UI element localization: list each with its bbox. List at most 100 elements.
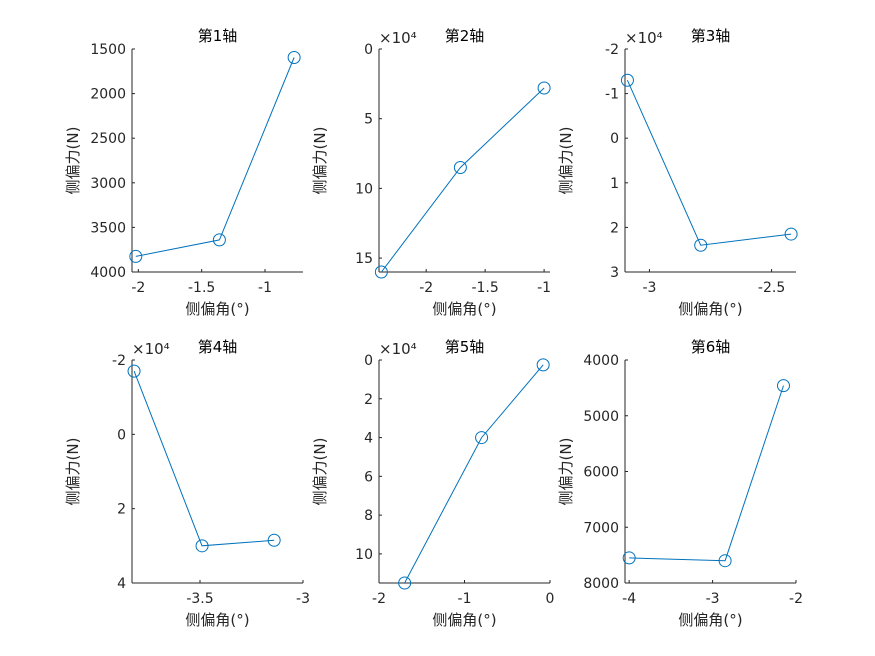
x-tick-label: -2 bbox=[789, 591, 803, 607]
data-point-marker bbox=[129, 249, 143, 263]
x-tick-label: -1 bbox=[458, 591, 472, 607]
chart-title: 第1轴 bbox=[198, 27, 238, 45]
series-line bbox=[629, 385, 784, 562]
x-tick-label: -3 bbox=[706, 591, 720, 607]
y-tick-label: 8000 bbox=[583, 576, 619, 592]
y-tick-label: 3000 bbox=[90, 176, 126, 192]
series-line bbox=[135, 57, 295, 257]
x-axis-label: 侧偏角(°) bbox=[678, 611, 742, 629]
x-axis-label: 侧偏角(°) bbox=[185, 300, 249, 318]
chart-title: 第4轴 bbox=[198, 338, 238, 356]
y-tick-label: 4000 bbox=[583, 353, 619, 369]
y-tick-label: 10 bbox=[355, 547, 373, 563]
data-point-marker bbox=[620, 73, 634, 87]
y-tick-label: 0 bbox=[117, 427, 126, 443]
y-tick-label: 4 bbox=[117, 576, 126, 592]
data-point-marker bbox=[374, 265, 388, 279]
data-point-marker bbox=[784, 227, 798, 241]
y-axis-label: 侧偏力(N) bbox=[64, 127, 82, 195]
data-point-marker bbox=[453, 160, 467, 174]
chart-title: 第6轴 bbox=[691, 338, 731, 356]
data-point-marker bbox=[127, 364, 141, 378]
y-tick-label: 3 bbox=[610, 265, 619, 281]
chart-title: 第3轴 bbox=[691, 27, 731, 45]
y-tick-label: 10 bbox=[355, 181, 373, 197]
x-axis-label: 侧偏角(°) bbox=[678, 300, 742, 318]
y-tick-label: 2000 bbox=[90, 87, 126, 103]
y-tick-label: 3500 bbox=[90, 220, 126, 236]
data-point-marker bbox=[537, 81, 551, 95]
x-tick-label: -2.5 bbox=[758, 280, 785, 296]
y-tick-label: -2 bbox=[605, 42, 619, 58]
data-point-marker bbox=[475, 431, 489, 445]
y-tick-label: 4 bbox=[364, 431, 373, 447]
y-axis-label: 侧偏力(N) bbox=[557, 438, 575, 506]
y-tick-label: 4000 bbox=[90, 265, 126, 281]
y-tick-label: -1 bbox=[605, 87, 619, 103]
y-exponent-label: ×10⁴ bbox=[132, 340, 170, 358]
x-axis-label: 侧偏角(°) bbox=[185, 611, 249, 629]
y-tick-label: 15 bbox=[355, 251, 373, 267]
x-tick-label: -1 bbox=[537, 280, 551, 296]
series-line bbox=[381, 87, 545, 273]
subplot-1: -2 -1.5 -1 1500 2000 2500 3000 3500 4000 第1轴侧偏角(°… bbox=[64, 27, 303, 318]
chart-title: 第2轴 bbox=[445, 27, 485, 45]
x-tick-label: -1.5 bbox=[471, 280, 498, 296]
y-exponent-label: ×10⁴ bbox=[625, 29, 663, 47]
data-point-marker bbox=[195, 539, 209, 553]
y-tick-label: 0 bbox=[610, 131, 619, 147]
y-tick-label: 1500 bbox=[90, 42, 126, 58]
x-axis-label: 侧偏角(°) bbox=[432, 611, 496, 629]
y-axis-label: 侧偏力(N) bbox=[311, 127, 329, 195]
data-point-marker bbox=[267, 533, 281, 547]
x-tick-label: -3 bbox=[642, 280, 656, 296]
x-tick-label: -2 bbox=[131, 280, 145, 296]
y-tick-label: 8 bbox=[364, 508, 373, 524]
y-tick-label: 5000 bbox=[583, 409, 619, 425]
y-tick-label: 0 bbox=[364, 42, 373, 58]
y-tick-label: 5 bbox=[364, 112, 373, 128]
x-tick-label: 0 bbox=[546, 591, 555, 607]
data-point-marker bbox=[776, 379, 790, 393]
y-axis-label: 侧偏力(N) bbox=[311, 438, 329, 506]
x-tick-label: -2 bbox=[419, 280, 433, 296]
y-tick-label: 1 bbox=[610, 176, 619, 192]
y-axis-label: 侧偏力(N) bbox=[557, 127, 575, 195]
y-tick-label: 7000 bbox=[583, 520, 619, 536]
data-point-marker bbox=[287, 50, 301, 64]
x-axis-label: 侧偏角(°) bbox=[432, 300, 496, 318]
y-tick-label: 6 bbox=[364, 469, 373, 485]
y-tick-label: 2500 bbox=[90, 131, 126, 147]
x-tick-label: -1 bbox=[258, 280, 272, 296]
data-point-marker bbox=[718, 554, 732, 568]
y-exponent-label: ×10⁴ bbox=[379, 340, 417, 358]
y-tick-label: -2 bbox=[112, 353, 126, 369]
data-point-marker bbox=[398, 576, 412, 590]
y-tick-label: 2 bbox=[364, 392, 373, 408]
y-exponent-label: ×10⁴ bbox=[379, 29, 417, 47]
data-point-marker bbox=[212, 233, 226, 247]
y-tick-label: 2 bbox=[117, 502, 126, 518]
data-point-marker bbox=[694, 238, 708, 252]
y-tick-label: 0 bbox=[364, 353, 373, 369]
series-line bbox=[626, 79, 792, 246]
y-tick-label: 6000 bbox=[583, 465, 619, 481]
data-point-marker bbox=[536, 358, 550, 372]
x-tick-label: -3.5 bbox=[186, 591, 213, 607]
x-tick-label: -3 bbox=[296, 591, 310, 607]
chart-title: 第5轴 bbox=[445, 338, 485, 356]
x-tick-label: -4 bbox=[622, 591, 636, 607]
series-line bbox=[133, 370, 275, 547]
x-tick-label: -2 bbox=[372, 591, 386, 607]
data-point-marker bbox=[622, 551, 636, 565]
y-axis-label: 侧偏力(N) bbox=[64, 438, 82, 506]
y-tick-label: 2 bbox=[610, 220, 619, 236]
series-line bbox=[404, 364, 544, 584]
x-tick-label: -1.5 bbox=[188, 280, 215, 296]
